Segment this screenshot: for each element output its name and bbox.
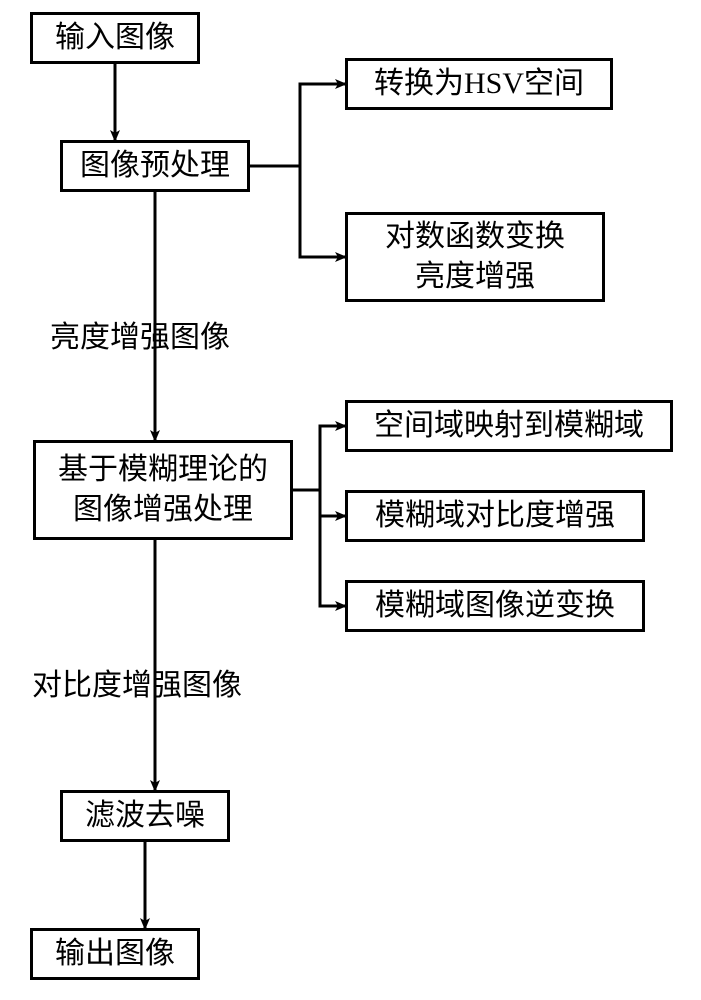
node-input-image: 输入图像: [30, 12, 200, 64]
edge-label-contrast: 对比度增强图像: [32, 660, 242, 704]
node-label: 转换为HSV空间: [374, 64, 584, 105]
node-log-enhance: 对数函数变换亮度增强: [345, 212, 605, 302]
node-contrast-fuzzy: 模糊域对比度增强: [345, 490, 645, 542]
node-fuzzy: 基于模糊理论的图像增强处理: [33, 440, 293, 540]
node-label: 输入图像: [55, 18, 175, 59]
node-map-fuzzy: 空间域映射到模糊域: [345, 400, 673, 452]
node-label: 模糊域对比度增强: [375, 496, 615, 537]
node-label: 基于模糊理论的图像增强处理: [58, 450, 268, 531]
node-label: 空间域映射到模糊域: [374, 406, 644, 447]
node-inv-fuzzy: 模糊域图像逆变换: [345, 580, 645, 632]
node-label: 滤波去噪: [85, 796, 205, 837]
node-label: 输出图像: [55, 934, 175, 975]
node-output-image: 输出图像: [30, 928, 200, 980]
node-hsv: 转换为HSV空间: [345, 58, 613, 110]
node-preprocess: 图像预处理: [60, 140, 250, 192]
node-filter-noise: 滤波去噪: [60, 790, 230, 842]
node-label: 模糊域图像逆变换: [375, 586, 615, 627]
edge-label-brightness: 亮度增强图像: [50, 312, 230, 356]
node-label: 图像预处理: [80, 146, 230, 187]
node-label: 对数函数变换亮度增强: [385, 217, 565, 298]
